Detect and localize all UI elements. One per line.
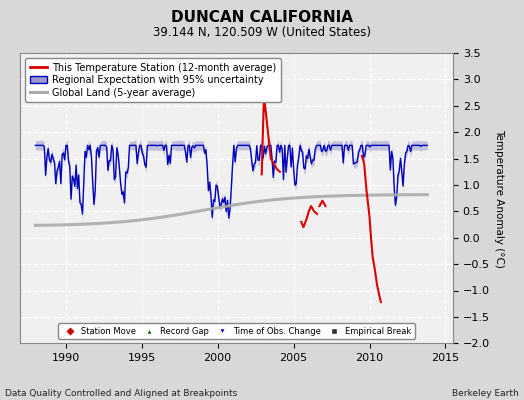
Text: 39.144 N, 120.509 W (United States): 39.144 N, 120.509 W (United States)	[153, 26, 371, 39]
Text: Berkeley Earth: Berkeley Earth	[452, 389, 519, 398]
Text: DUNCAN CALIFORNIA: DUNCAN CALIFORNIA	[171, 10, 353, 25]
Text: Data Quality Controlled and Aligned at Breakpoints: Data Quality Controlled and Aligned at B…	[5, 389, 237, 398]
Legend: Station Move, Record Gap, Time of Obs. Change, Empirical Break: Station Move, Record Gap, Time of Obs. C…	[59, 324, 415, 339]
Y-axis label: Temperature Anomaly (°C): Temperature Anomaly (°C)	[494, 129, 504, 268]
